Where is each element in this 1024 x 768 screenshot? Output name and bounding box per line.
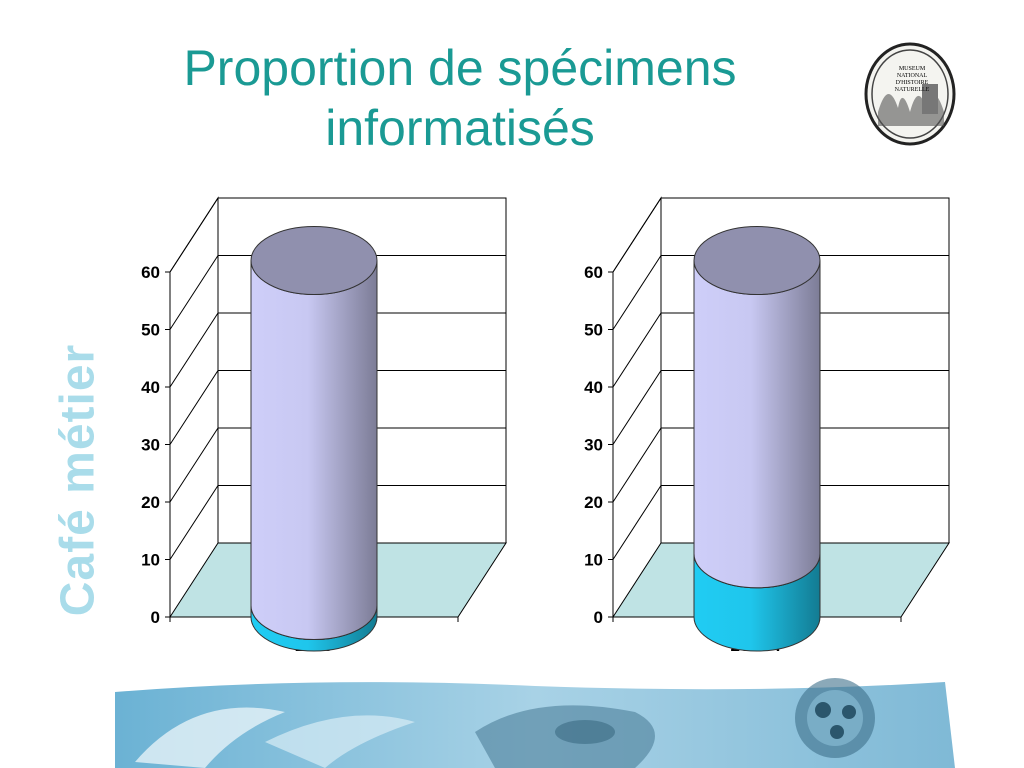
- cylinder-segment-1: [693, 260, 821, 589]
- cylinder-segment-1: [250, 260, 378, 640]
- y-tick-label-2: 20: [584, 493, 603, 512]
- y-tick-label-4: 40: [584, 378, 603, 397]
- gridline-3: [169, 370, 506, 445]
- logo-text-1: MUSEUM: [899, 66, 926, 72]
- cylinder-top-1: [250, 226, 378, 295]
- chart-2012: 01020304050602012 ?: [584, 196, 950, 655]
- gridline-5: [612, 255, 949, 330]
- gridline-2: [612, 427, 949, 503]
- gridline-4: [169, 312, 506, 388]
- fossil-banner-image: [115, 678, 955, 768]
- gridline-4: [612, 312, 949, 388]
- cylinder-top-1: [693, 226, 821, 295]
- chart-2009: 01020304050602009: [141, 196, 507, 655]
- slide-title-line-2: informatisés: [325, 100, 595, 156]
- y-tick-label-6: 60: [141, 263, 160, 282]
- gridline-3: [612, 370, 949, 445]
- gridline-2: [169, 427, 506, 503]
- y-tick-label-4: 40: [141, 378, 160, 397]
- y-tick-label-3: 30: [141, 436, 160, 455]
- y-tick-label-5: 50: [141, 321, 160, 340]
- gridline-1: [169, 485, 506, 560]
- gridline-6: [169, 197, 506, 273]
- y-tick-label-0: 0: [594, 608, 603, 627]
- logo-text-2: NATIONAL: [897, 73, 928, 79]
- gridline-6: [612, 197, 949, 273]
- logo-text-4: NATURELLE: [895, 87, 930, 93]
- y-tick-label-3: 30: [584, 436, 603, 455]
- slide-title: Proportion de spécimens informatisés: [100, 38, 820, 158]
- slide-title-line-1: Proportion de spécimens: [183, 40, 737, 96]
- y-tick-label-1: 10: [584, 551, 603, 570]
- y-tick-label-0: 0: [151, 608, 160, 627]
- y-tick-label-5: 50: [584, 321, 603, 340]
- logo-text-3: D'HISTOIRE: [896, 80, 929, 86]
- y-tick-label-6: 60: [584, 263, 603, 282]
- gridline-1: [612, 485, 949, 560]
- y-tick-label-2: 20: [141, 493, 160, 512]
- gridline-5: [169, 255, 506, 330]
- y-tick-label-1: 10: [141, 551, 160, 570]
- museum-logo: MUSEUM NATIONAL D'HISTOIRE NATURELLE: [864, 42, 956, 146]
